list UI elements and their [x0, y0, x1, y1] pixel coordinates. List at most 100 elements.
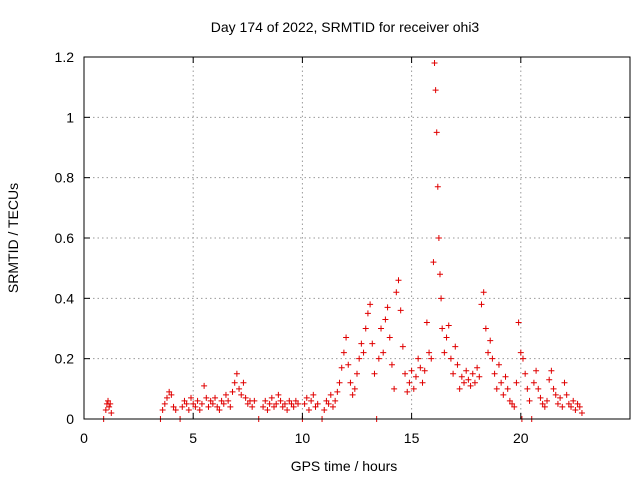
data-point	[447, 355, 454, 362]
data-point	[264, 406, 271, 413]
data-point	[284, 406, 291, 413]
data-point	[340, 349, 347, 356]
data-point	[188, 394, 195, 401]
data-point	[218, 397, 225, 404]
data-point	[310, 391, 317, 398]
data-point	[461, 379, 468, 386]
data-point	[559, 403, 566, 410]
x-tick-label: 20	[513, 430, 529, 446]
data-point	[423, 319, 430, 326]
data-point	[312, 403, 319, 410]
data-point	[166, 388, 173, 395]
data-point	[105, 397, 112, 404]
data-point	[500, 391, 507, 398]
data-point	[410, 385, 417, 392]
data-point	[524, 385, 531, 392]
data-point	[430, 259, 437, 266]
data-point	[493, 385, 500, 392]
data-point	[236, 385, 243, 392]
data-point	[441, 349, 448, 356]
data-point	[565, 400, 572, 407]
data-point	[225, 397, 232, 404]
data-point	[548, 367, 555, 374]
data-point	[183, 400, 190, 407]
data-point	[476, 373, 483, 380]
y-axis-label: SRMTID / TECUs	[5, 183, 21, 293]
data-point	[454, 361, 461, 368]
data-point	[537, 394, 544, 401]
data-point	[212, 394, 219, 401]
data-point	[456, 385, 463, 392]
data-point	[271, 403, 278, 410]
data-point	[231, 379, 238, 386]
data-point	[369, 340, 376, 347]
data-point	[576, 403, 583, 410]
data-point	[354, 370, 360, 377]
data-point	[530, 379, 537, 386]
data-point	[281, 400, 288, 407]
data-point	[345, 361, 352, 368]
data-point	[467, 382, 474, 389]
data-points	[100, 60, 585, 422]
data-point	[399, 343, 406, 350]
data-point	[209, 400, 216, 407]
data-point	[102, 406, 109, 413]
data-point	[513, 379, 520, 386]
data-point	[295, 400, 302, 407]
grid	[84, 57, 630, 419]
data-point	[386, 334, 393, 341]
y-tick-label: 1.2	[55, 49, 75, 65]
data-point	[305, 406, 312, 413]
data-point	[198, 400, 205, 407]
data-point	[349, 391, 356, 398]
data-point	[238, 391, 245, 398]
data-point	[485, 349, 492, 356]
x-axis-label: GPS time / hours	[291, 458, 398, 474]
data-point	[362, 325, 369, 332]
data-point	[181, 397, 188, 404]
data-point	[380, 349, 387, 356]
data-point	[421, 367, 428, 374]
data-point	[192, 403, 199, 410]
data-point	[260, 403, 267, 410]
data-point	[251, 397, 258, 404]
data-point	[347, 379, 354, 386]
data-point	[364, 310, 371, 317]
data-point	[108, 409, 115, 416]
data-point	[443, 334, 450, 341]
data-point	[356, 355, 363, 362]
data-point	[327, 391, 334, 398]
data-point	[378, 325, 385, 332]
data-point	[229, 388, 236, 395]
data-point	[384, 304, 391, 311]
data-point	[207, 397, 214, 404]
data-point	[463, 367, 470, 374]
data-point	[262, 397, 269, 404]
data-point	[277, 397, 284, 404]
data-point	[417, 364, 424, 371]
data-point	[578, 409, 585, 416]
data-point	[506, 397, 513, 404]
data-point	[572, 406, 579, 413]
data-point	[268, 394, 275, 401]
data-point	[465, 376, 472, 383]
data-point	[233, 370, 240, 377]
data-point	[469, 370, 476, 377]
x-tick-label: 15	[404, 430, 420, 446]
data-point	[519, 355, 526, 362]
data-point	[323, 397, 330, 404]
data-point	[279, 403, 286, 410]
data-point	[375, 355, 382, 362]
data-point	[402, 370, 409, 377]
data-point	[471, 379, 478, 386]
data-point	[428, 355, 435, 362]
data-point	[179, 403, 186, 410]
data-point	[491, 370, 498, 377]
data-point	[249, 403, 256, 410]
data-point	[445, 322, 452, 329]
data-point	[509, 400, 516, 407]
x-tick-label: 5	[189, 430, 197, 446]
data-point	[290, 403, 297, 410]
data-point	[329, 403, 336, 410]
data-point	[201, 382, 208, 389]
